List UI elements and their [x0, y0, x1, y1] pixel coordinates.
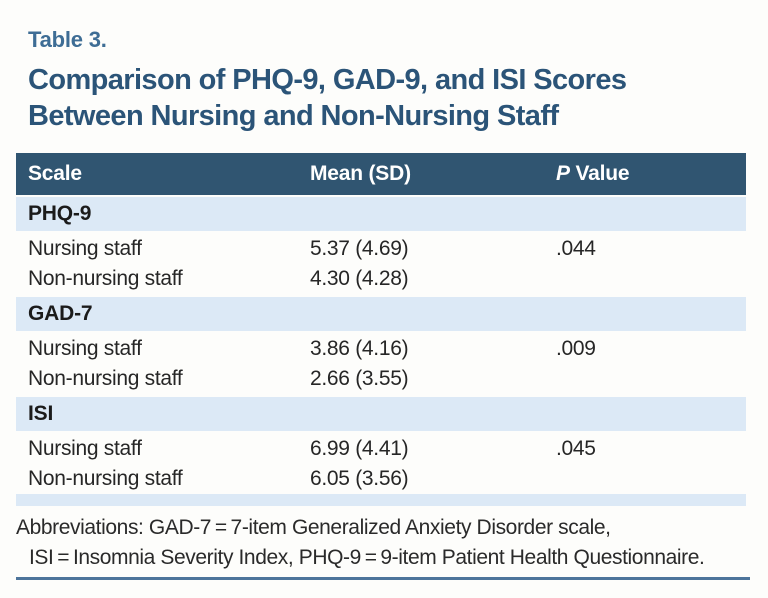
table-title-line2: Between Nursing and Non-Nursing Staff	[28, 100, 559, 132]
table-bottom-strip	[16, 494, 746, 506]
row-scale-label: Non-nursing staff	[28, 367, 183, 390]
footnote-line1: Abbreviations: GAD-7 = 7-item Generalize…	[16, 516, 611, 539]
row-mean-sd-value: 6.05 (3.56)	[310, 467, 409, 490]
row-mean-sd-value: 4.30 (4.28)	[310, 267, 409, 290]
footnote-line2: ISI = Insomnia Severity Index, PHQ-9 = 9…	[29, 546, 705, 569]
row-mean-sd-value: 6.99 (4.41)	[310, 437, 409, 460]
table-row: Nursing staff 3.86 (4.16) .009	[16, 334, 746, 364]
row-mean-sd-value: 5.37 (4.69)	[310, 237, 409, 260]
abbreviations-footnote: Abbreviations: GAD-7 = 7-item Generalize…	[16, 513, 752, 573]
column-header-p-value: P Value	[556, 162, 746, 186]
column-header-mean-sd: Mean (SD)	[310, 162, 411, 185]
column-header-scale: Scale	[28, 162, 82, 185]
table-row: Nursing staff 5.37 (4.69) .044	[16, 234, 746, 264]
row-p-value: .045	[556, 437, 596, 460]
table-title: Comparison of PHQ-9, GAD-9, and ISI Scor…	[28, 62, 627, 134]
section-band-isi: ISI	[16, 397, 746, 431]
row-scale-label: Nursing staff	[28, 337, 142, 360]
p-value-rest: Value	[569, 162, 630, 185]
data-table: Scale Mean (SD) P Value PHQ-9 Nursing st…	[16, 153, 746, 506]
table-row: Non-nursing staff 4.30 (4.28)	[16, 264, 746, 294]
row-p-value: .044	[556, 237, 596, 260]
row-scale-label: Non-nursing staff	[28, 267, 183, 290]
table-row: Non-nursing staff 6.05 (3.56)	[16, 464, 746, 494]
row-p-value: .009	[556, 337, 596, 360]
row-scale-label: Non-nursing staff	[28, 467, 183, 490]
row-mean-sd-value: 3.86 (4.16)	[310, 337, 409, 360]
table-header-row: Scale Mean (SD) P Value	[16, 153, 746, 195]
table-row: Nursing staff 6.99 (4.41) .045	[16, 434, 746, 464]
table-row: Non-nursing staff 2.66 (3.55)	[16, 364, 746, 394]
row-mean-sd-value: 2.66 (3.55)	[310, 367, 409, 390]
section-band-gad7: GAD-7	[16, 297, 746, 331]
bottom-rule	[16, 577, 750, 580]
table-number-label: Table 3.	[28, 27, 107, 52]
table-title-line1: Comparison of PHQ-9, GAD-9, and ISI Scor…	[28, 64, 627, 96]
row-scale-label: Nursing staff	[28, 437, 142, 460]
p-value-italic-p: P	[556, 162, 570, 185]
section-band-phq9: PHQ-9	[16, 197, 746, 231]
row-scale-label: Nursing staff	[28, 237, 142, 260]
